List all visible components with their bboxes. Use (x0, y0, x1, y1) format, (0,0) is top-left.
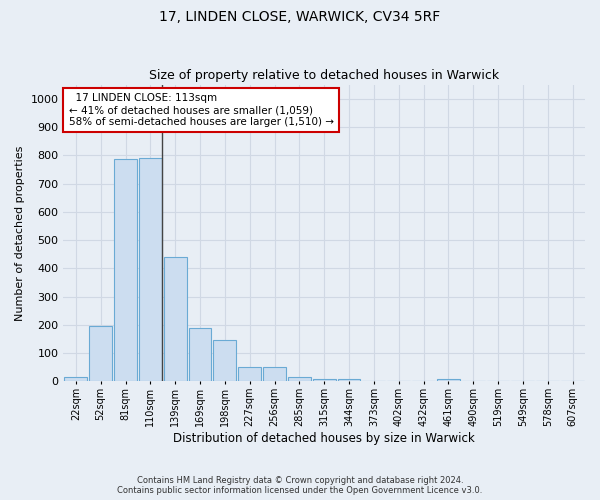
Y-axis label: Number of detached properties: Number of detached properties (15, 146, 25, 320)
Bar (89, 326, 112, 382)
Bar (64, 377, 87, 382)
Bar (114, 160, 137, 382)
Text: 17, LINDEN CLOSE, WARWICK, CV34 5RF: 17, LINDEN CLOSE, WARWICK, CV34 5RF (160, 10, 440, 24)
Bar (288, 377, 311, 382)
Bar (238, 368, 261, 382)
Bar (338, 378, 361, 382)
Bar (188, 328, 211, 382)
Bar (164, 257, 187, 382)
Text: Contains HM Land Registry data © Crown copyright and database right 2024.
Contai: Contains HM Land Registry data © Crown c… (118, 476, 482, 495)
Bar (313, 378, 335, 382)
Bar (139, 158, 162, 382)
X-axis label: Distribution of detached houses by size in Warwick: Distribution of detached houses by size … (173, 432, 475, 445)
Bar (214, 340, 236, 382)
Title: Size of property relative to detached houses in Warwick: Size of property relative to detached ho… (149, 69, 499, 82)
Bar (263, 368, 286, 382)
Bar (437, 379, 460, 382)
Text: 17 LINDEN CLOSE: 113sqm
← 41% of detached houses are smaller (1,059)
58% of semi: 17 LINDEN CLOSE: 113sqm ← 41% of detache… (68, 94, 334, 126)
